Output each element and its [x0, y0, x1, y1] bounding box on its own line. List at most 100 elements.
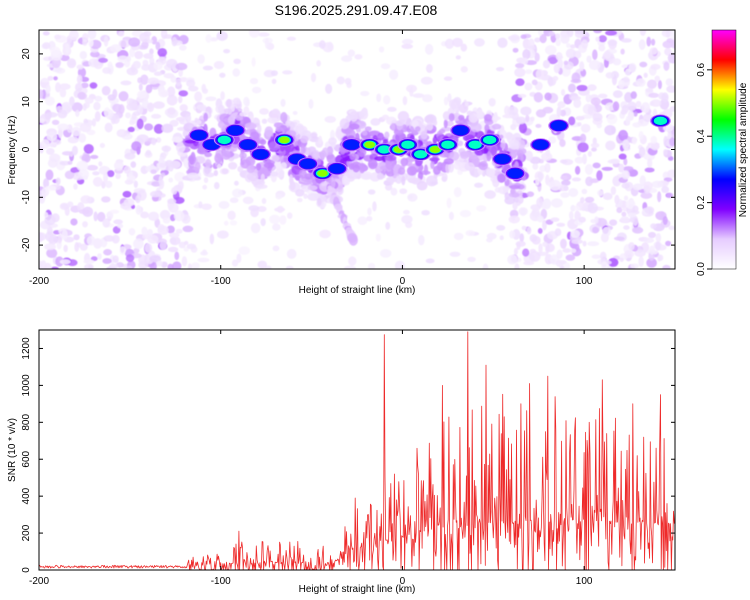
noise-spot [77, 201, 85, 212]
noise-spot [92, 171, 100, 176]
noise-spot [565, 48, 576, 59]
noise-spot [360, 173, 373, 180]
noise-spot [542, 219, 547, 231]
noise-spot [609, 219, 618, 226]
noise-spot [171, 36, 178, 47]
noise-spot [432, 136, 438, 145]
noise-spot [78, 133, 87, 143]
noise-spot [568, 187, 579, 197]
signal-blob [530, 138, 552, 152]
noise-spot [133, 238, 144, 250]
noise-spot [119, 246, 126, 255]
noise-spot [579, 61, 585, 72]
noise-spot [605, 140, 616, 151]
noise-spot [203, 177, 209, 184]
noise-spot [272, 223, 281, 231]
noise-spot [393, 128, 404, 136]
noise-spot [112, 255, 119, 263]
noise-spot [415, 159, 422, 167]
noise-spot [602, 226, 611, 237]
noise-spot [243, 96, 250, 107]
noise-spot [250, 222, 261, 234]
noise-spot [420, 76, 433, 85]
noise-spot [94, 95, 103, 102]
noise-spot [357, 216, 368, 225]
noise-spot [593, 30, 603, 34]
noise-spot [522, 49, 531, 60]
snr-frame [38, 329, 676, 571]
noise-spot [387, 106, 397, 112]
noise-spot [618, 163, 625, 173]
noise-spot [132, 111, 141, 117]
noise-spot [78, 209, 91, 215]
noise-spot [45, 84, 51, 94]
noise-spot [638, 146, 646, 158]
noise-spot [425, 175, 438, 187]
noise-spot [260, 218, 266, 227]
noise-spot [559, 159, 568, 164]
noise-spot [497, 37, 508, 49]
signal-blob [213, 133, 235, 147]
noise-spot [420, 130, 428, 140]
noise-spot [174, 251, 180, 261]
noise-spot [432, 119, 438, 126]
noise-spot [641, 102, 651, 114]
noise-spot [106, 211, 114, 220]
noise-spot [330, 141, 336, 148]
noise-spot [403, 209, 410, 215]
noise-spot [453, 186, 462, 198]
noise-spot [438, 129, 446, 134]
noise-spot [598, 35, 607, 43]
noise-spot [157, 225, 169, 235]
noise-spot [563, 185, 569, 192]
noise-spot [201, 203, 212, 211]
noise-spot [587, 241, 600, 247]
noise-spot [453, 232, 464, 241]
noise-spot [581, 188, 588, 195]
signal-blob [548, 119, 570, 133]
noise-spot [118, 104, 125, 115]
spectrogram-x-ticks: -200 -100 0 100 [29, 30, 593, 287]
y-tick-label: -20 [21, 237, 32, 252]
noise-spot [82, 221, 88, 228]
noise-spot [595, 36, 600, 42]
noise-spot [526, 226, 532, 235]
signal-blob [250, 147, 272, 161]
noise-spot [139, 32, 150, 43]
noise-spot [625, 199, 636, 209]
noise-spot [597, 93, 608, 99]
noise-spot [384, 154, 397, 162]
noise-spot [650, 135, 658, 144]
noise-spot [99, 142, 106, 149]
noise-spot [643, 237, 655, 243]
noise-spot [429, 157, 440, 162]
snr-y-label: SNR (10 * v/v) [7, 418, 18, 482]
noise-spot [124, 179, 134, 185]
noise-spot [123, 198, 135, 207]
noise-spot [67, 136, 79, 144]
noise-spot [393, 167, 399, 176]
noise-spot [48, 234, 58, 245]
noise-spot [264, 126, 274, 138]
noise-spot [126, 265, 133, 269]
noise-spot [63, 244, 68, 253]
noise-spot [526, 191, 535, 197]
noise-spot [649, 47, 658, 55]
noise-spot [179, 104, 188, 112]
noise-spot [153, 71, 163, 76]
noise-spot [397, 167, 406, 175]
noise-spot [574, 156, 585, 164]
noise-spot [632, 226, 644, 234]
noise-spot [538, 243, 543, 254]
noise-spot [512, 201, 518, 210]
noise-spot [151, 181, 161, 187]
noise-spot [666, 85, 675, 93]
noise-spot [525, 114, 530, 123]
noise-spot [251, 57, 256, 67]
noise-spot [173, 210, 185, 222]
noise-spot [86, 235, 96, 246]
noise-spot [598, 44, 606, 52]
noise-spot [141, 98, 149, 110]
noise-spot [319, 40, 326, 49]
noise-spot [613, 236, 625, 241]
